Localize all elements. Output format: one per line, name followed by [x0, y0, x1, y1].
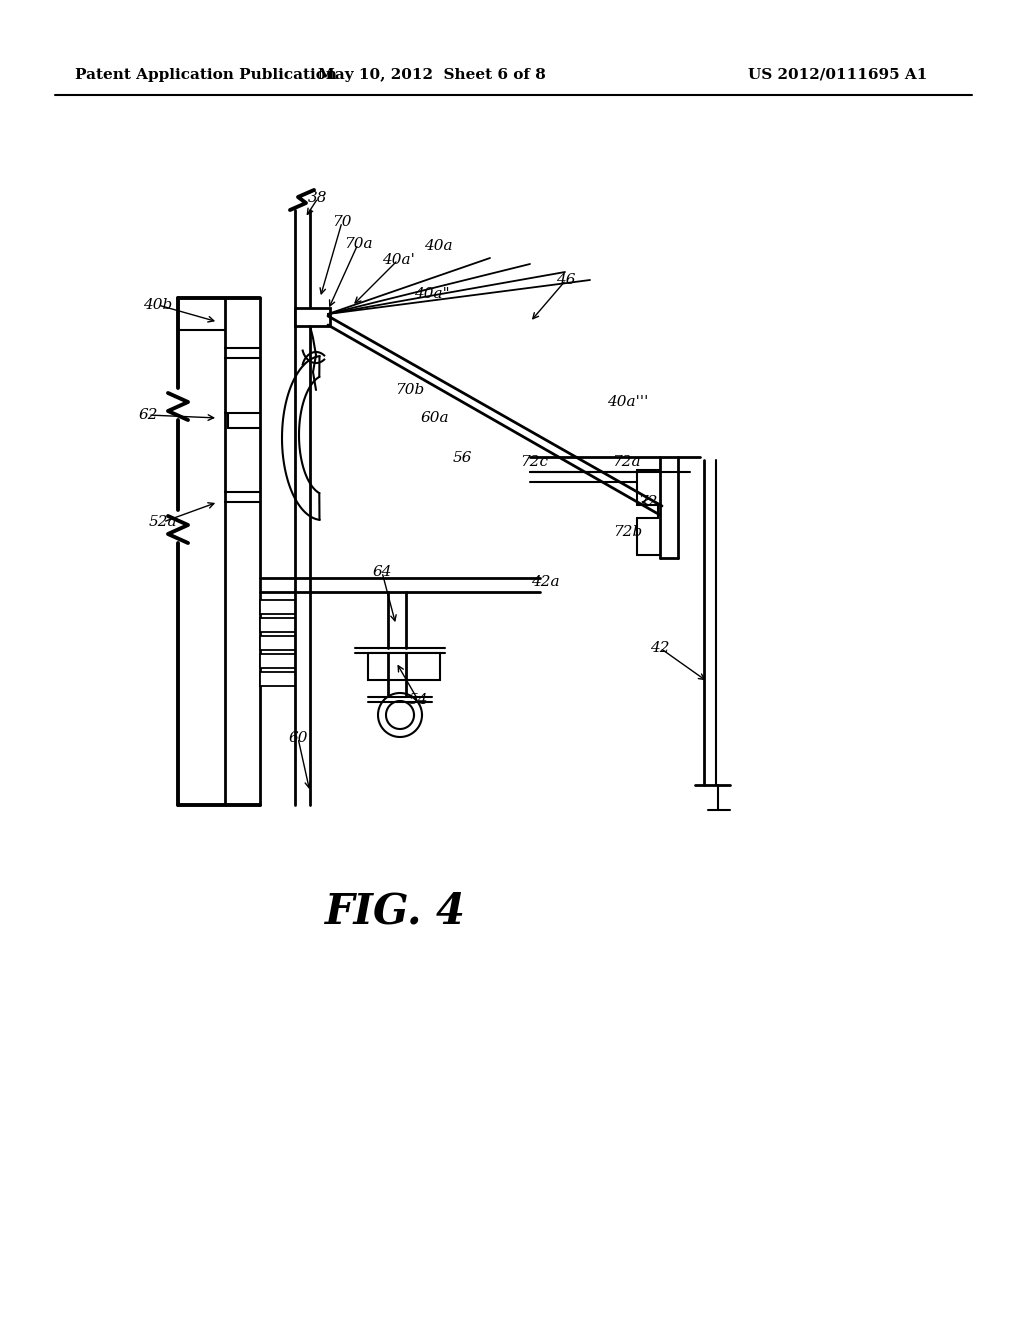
Text: 62: 62	[138, 408, 158, 422]
Text: 40a: 40a	[424, 239, 453, 253]
Text: May 10, 2012  Sheet 6 of 8: May 10, 2012 Sheet 6 of 8	[318, 69, 546, 82]
Text: 46: 46	[556, 273, 575, 286]
Text: 40a': 40a'	[382, 253, 415, 267]
Text: 60: 60	[288, 731, 308, 744]
Polygon shape	[260, 601, 295, 614]
Text: 70b: 70b	[395, 383, 425, 397]
Text: 54: 54	[409, 693, 428, 708]
Text: US 2012/0111695 A1: US 2012/0111695 A1	[748, 69, 928, 82]
Text: 40a": 40a"	[414, 286, 450, 301]
Text: 70: 70	[332, 215, 352, 228]
Polygon shape	[368, 653, 440, 680]
Text: 72a: 72a	[611, 455, 640, 469]
Text: 72b: 72b	[613, 525, 643, 539]
Text: 42: 42	[650, 642, 670, 655]
Text: FIG. 4: FIG. 4	[325, 891, 466, 933]
Polygon shape	[295, 308, 330, 326]
Text: 52a: 52a	[148, 515, 177, 529]
Text: 42a: 42a	[530, 576, 559, 589]
Polygon shape	[260, 636, 295, 649]
Text: 38: 38	[308, 191, 328, 205]
Polygon shape	[260, 653, 295, 668]
Text: 72c: 72c	[520, 455, 548, 469]
Text: 40a''': 40a'''	[607, 395, 648, 409]
Text: 56: 56	[453, 451, 472, 465]
Text: 40b: 40b	[143, 298, 173, 312]
Polygon shape	[260, 618, 295, 632]
Text: 60a: 60a	[421, 411, 450, 425]
Text: 70a: 70a	[344, 238, 373, 251]
Text: 64: 64	[373, 565, 392, 579]
Text: Patent Application Publication: Patent Application Publication	[75, 69, 337, 82]
Text: 72: 72	[638, 495, 657, 510]
Polygon shape	[260, 672, 295, 686]
